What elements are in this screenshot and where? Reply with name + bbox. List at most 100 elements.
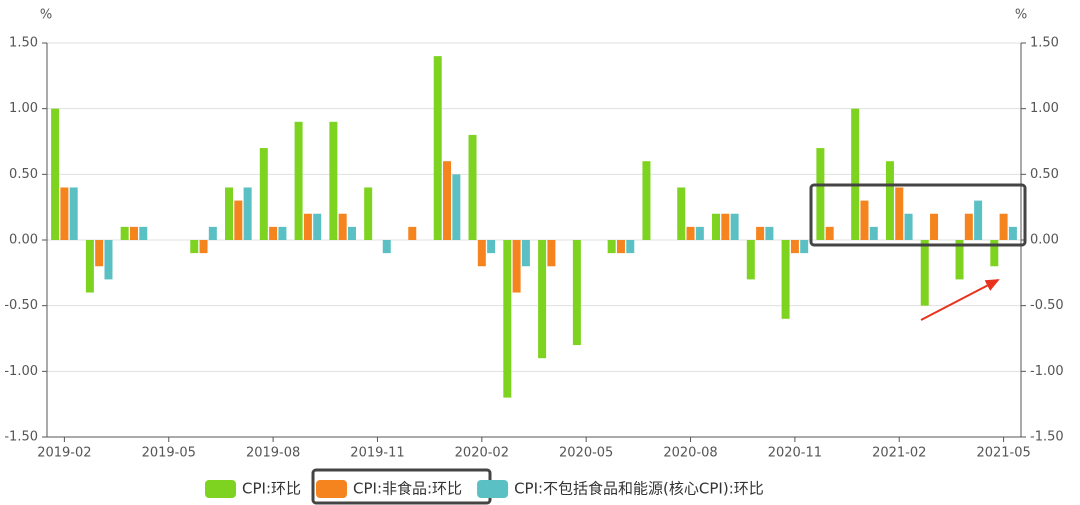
bar (294, 121, 303, 240)
bar (347, 226, 356, 240)
bar (1008, 226, 1017, 240)
bar (730, 213, 739, 240)
bar (572, 240, 581, 346)
legend-swatch (205, 480, 236, 498)
legend-text: CPI:不包括食品和能源(核心CPI):环比 (514, 480, 764, 498)
x-tick-label: 2020-02 (455, 446, 509, 461)
bar (51, 108, 60, 241)
highlight-box (809, 183, 1027, 247)
x-tick-label: 2019-11 (350, 446, 404, 461)
bar (746, 240, 755, 280)
bar (139, 226, 148, 240)
bar (69, 187, 78, 240)
bar (259, 148, 268, 240)
bar (382, 240, 391, 254)
bar (964, 213, 973, 240)
y-tick-label: -1.00 (4, 364, 38, 379)
bar (800, 240, 809, 254)
bar (974, 200, 983, 240)
bar (303, 213, 312, 240)
bar (313, 213, 322, 240)
bar (895, 187, 904, 240)
bar (816, 148, 825, 240)
bar (129, 226, 138, 240)
bar (904, 213, 913, 240)
bar (538, 240, 547, 359)
x-tick-label: 2020-05 (559, 446, 613, 461)
y-tick-label: 1.50 (9, 36, 38, 51)
y-tick-label: 1.00 (9, 101, 38, 116)
x-tick-label: 2019-08 (246, 446, 300, 461)
x-tick-label: 2021-05 (976, 446, 1030, 461)
bar (547, 240, 556, 267)
bar (626, 240, 635, 254)
bar (712, 213, 721, 240)
bar (512, 240, 521, 293)
bar (477, 240, 486, 267)
y-tick-label: 0.00 (9, 233, 38, 248)
y-unit: % (40, 8, 52, 23)
bar (85, 240, 94, 293)
axes: -1.50 -1.00 -0.50 0.00 0.50 1.00 1.50 -1.50 -1.0… (4, 36, 1063, 461)
bar (234, 200, 243, 240)
y2-tick-label: 1.50 (1030, 36, 1059, 51)
bar (338, 213, 347, 240)
bar (869, 226, 878, 240)
bar (364, 187, 373, 240)
bars (51, 56, 1017, 398)
y-tick-label: -0.50 (4, 298, 38, 313)
bar (208, 226, 217, 240)
x-tick-label: 2020-08 (663, 446, 717, 461)
bar (781, 240, 790, 319)
bar (642, 161, 651, 240)
bar (452, 174, 461, 240)
legend-text: CPI:环比 (242, 480, 301, 498)
bar (104, 240, 113, 280)
legend-swatch (477, 480, 509, 498)
bar (999, 213, 1008, 240)
annotation-arrow (920, 279, 1000, 321)
bar (930, 213, 939, 240)
bar (990, 240, 999, 267)
bar (695, 226, 704, 240)
bar (851, 108, 860, 241)
bar (225, 187, 234, 240)
legend-swatch (316, 480, 347, 498)
bar (433, 56, 442, 241)
bar (756, 226, 765, 240)
bar (825, 226, 834, 240)
x-tick-label: 2019-05 (142, 446, 196, 461)
bar (60, 187, 69, 240)
bar (278, 226, 287, 240)
bar (243, 187, 252, 240)
x-tick-label: 2020-11 (768, 446, 822, 461)
bar (765, 226, 774, 240)
bar (199, 240, 208, 254)
y2-unit: % (1015, 8, 1027, 23)
bar (503, 240, 512, 398)
y-tick-label: 0.50 (9, 167, 38, 182)
bar (955, 240, 964, 280)
bar (408, 226, 417, 240)
bar (677, 187, 686, 240)
y-tick-label: -1.50 (4, 430, 38, 445)
bar (790, 240, 799, 254)
bar (443, 161, 452, 240)
y2-tick-label: 1.00 (1030, 101, 1059, 116)
bar (95, 240, 104, 267)
y2-tick-label: -1.00 (1030, 364, 1064, 379)
bar (686, 226, 695, 240)
x-tick-label: 2021-02 (872, 446, 926, 461)
legend-text: CPI:非食品:环比 (353, 480, 462, 498)
bar (607, 240, 616, 254)
bar (721, 213, 730, 240)
bar (920, 240, 929, 306)
x-tick-label: 2019-02 (37, 446, 91, 461)
bar (269, 226, 278, 240)
legend: CPI:环比 CPI:非食品:环比 CPI:不包括食品和能源(核心CPI):环比 (205, 480, 764, 498)
bar (885, 161, 894, 240)
y2-tick-label: 0.50 (1030, 167, 1059, 182)
bar (521, 240, 530, 267)
bar (468, 134, 477, 240)
